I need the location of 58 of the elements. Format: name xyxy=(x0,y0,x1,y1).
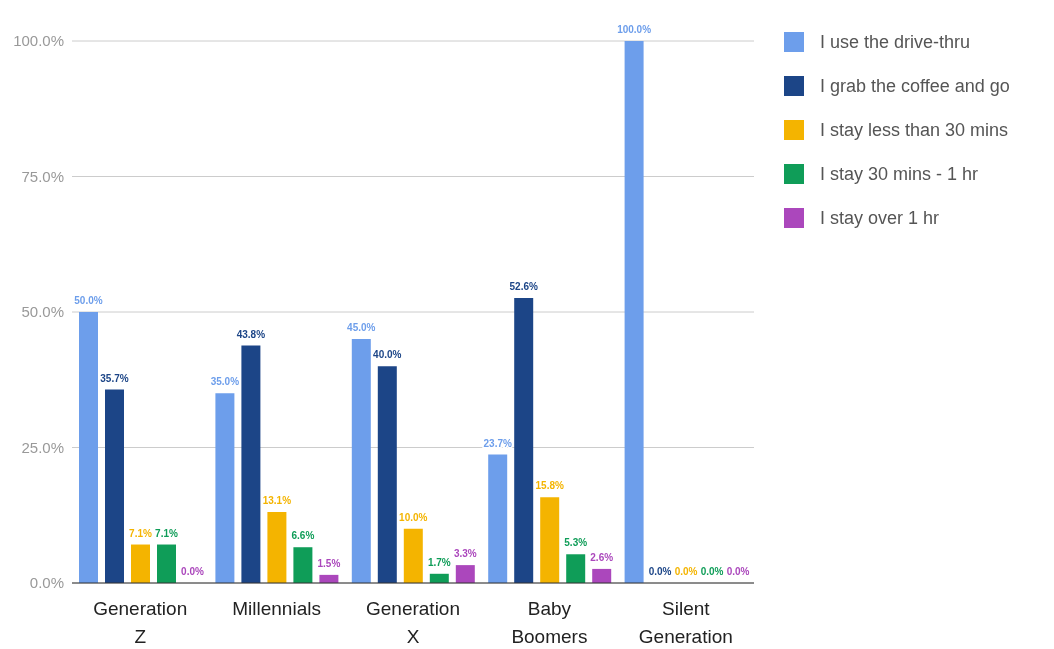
data-label: 52.6% xyxy=(509,280,538,292)
bar xyxy=(403,528,423,583)
x-tick-label: Silent Generation xyxy=(638,598,733,647)
data-label: 7.1% xyxy=(155,527,178,539)
bar xyxy=(105,389,124,583)
bar xyxy=(215,393,235,583)
data-label: 35.7% xyxy=(100,372,129,384)
y-tick-label: 100.0% xyxy=(13,32,64,50)
bar xyxy=(79,312,98,583)
bar xyxy=(540,497,560,583)
y-tick-label: 50.0% xyxy=(21,303,64,321)
data-label: 0.0% xyxy=(674,565,698,577)
bar xyxy=(488,454,508,583)
data-label: 13.1% xyxy=(262,495,292,506)
data-label: 43.8% xyxy=(236,328,266,340)
legend-label: I stay less than 30 mins xyxy=(820,119,1009,141)
data-label: 45.0% xyxy=(347,322,376,334)
data-label: 1.7% xyxy=(427,556,451,568)
bar xyxy=(157,544,176,583)
data-label: 6.6% xyxy=(291,530,315,542)
data-label: 50.0% xyxy=(74,295,103,306)
bar xyxy=(566,554,586,583)
data-label: 10.0% xyxy=(399,511,428,523)
bar xyxy=(241,345,261,583)
bar xyxy=(377,366,397,583)
legend-label: I grab the coffee and go xyxy=(820,75,1010,97)
data-label: 23.7% xyxy=(483,437,512,449)
data-label: 0.0% xyxy=(648,565,672,577)
x-tick-label: Generation X xyxy=(365,598,461,647)
legend-label: I stay 30 mins - 1 hr xyxy=(820,163,979,185)
data-label: 5.3% xyxy=(564,537,588,549)
bar xyxy=(267,512,287,583)
data-label: 35.0% xyxy=(210,376,240,388)
y-tick-label: 0.0% xyxy=(29,574,64,592)
bar xyxy=(351,339,371,583)
data-label: 0.0% xyxy=(700,565,724,577)
y-tick-label: 25.0% xyxy=(21,438,64,456)
bar xyxy=(455,565,475,583)
data-label: 0.0% xyxy=(726,565,750,577)
x-tick-label: Baby Boomers xyxy=(511,598,588,647)
data-label: 2.6% xyxy=(590,551,614,563)
y-tick-label: 75.0% xyxy=(21,167,64,185)
data-label: 7.1% xyxy=(129,527,152,539)
bar xyxy=(592,568,612,583)
bar xyxy=(514,297,534,583)
x-tick-label: Generation Z xyxy=(93,598,188,647)
data-label: 15.8% xyxy=(535,480,564,492)
bar xyxy=(131,544,150,583)
data-label: 0.0% xyxy=(181,565,204,577)
data-label: 1.5% xyxy=(317,557,341,569)
bar xyxy=(293,547,313,583)
data-label: 3.3% xyxy=(453,548,477,560)
legend-label: I use the drive-thru xyxy=(820,31,971,53)
legend-label: I stay over 1 hr xyxy=(820,207,940,229)
bar xyxy=(624,41,644,583)
data-label: 40.0% xyxy=(373,349,402,361)
data-label: 100.0% xyxy=(617,24,652,35)
x-tick-label: Millennials xyxy=(232,598,321,619)
